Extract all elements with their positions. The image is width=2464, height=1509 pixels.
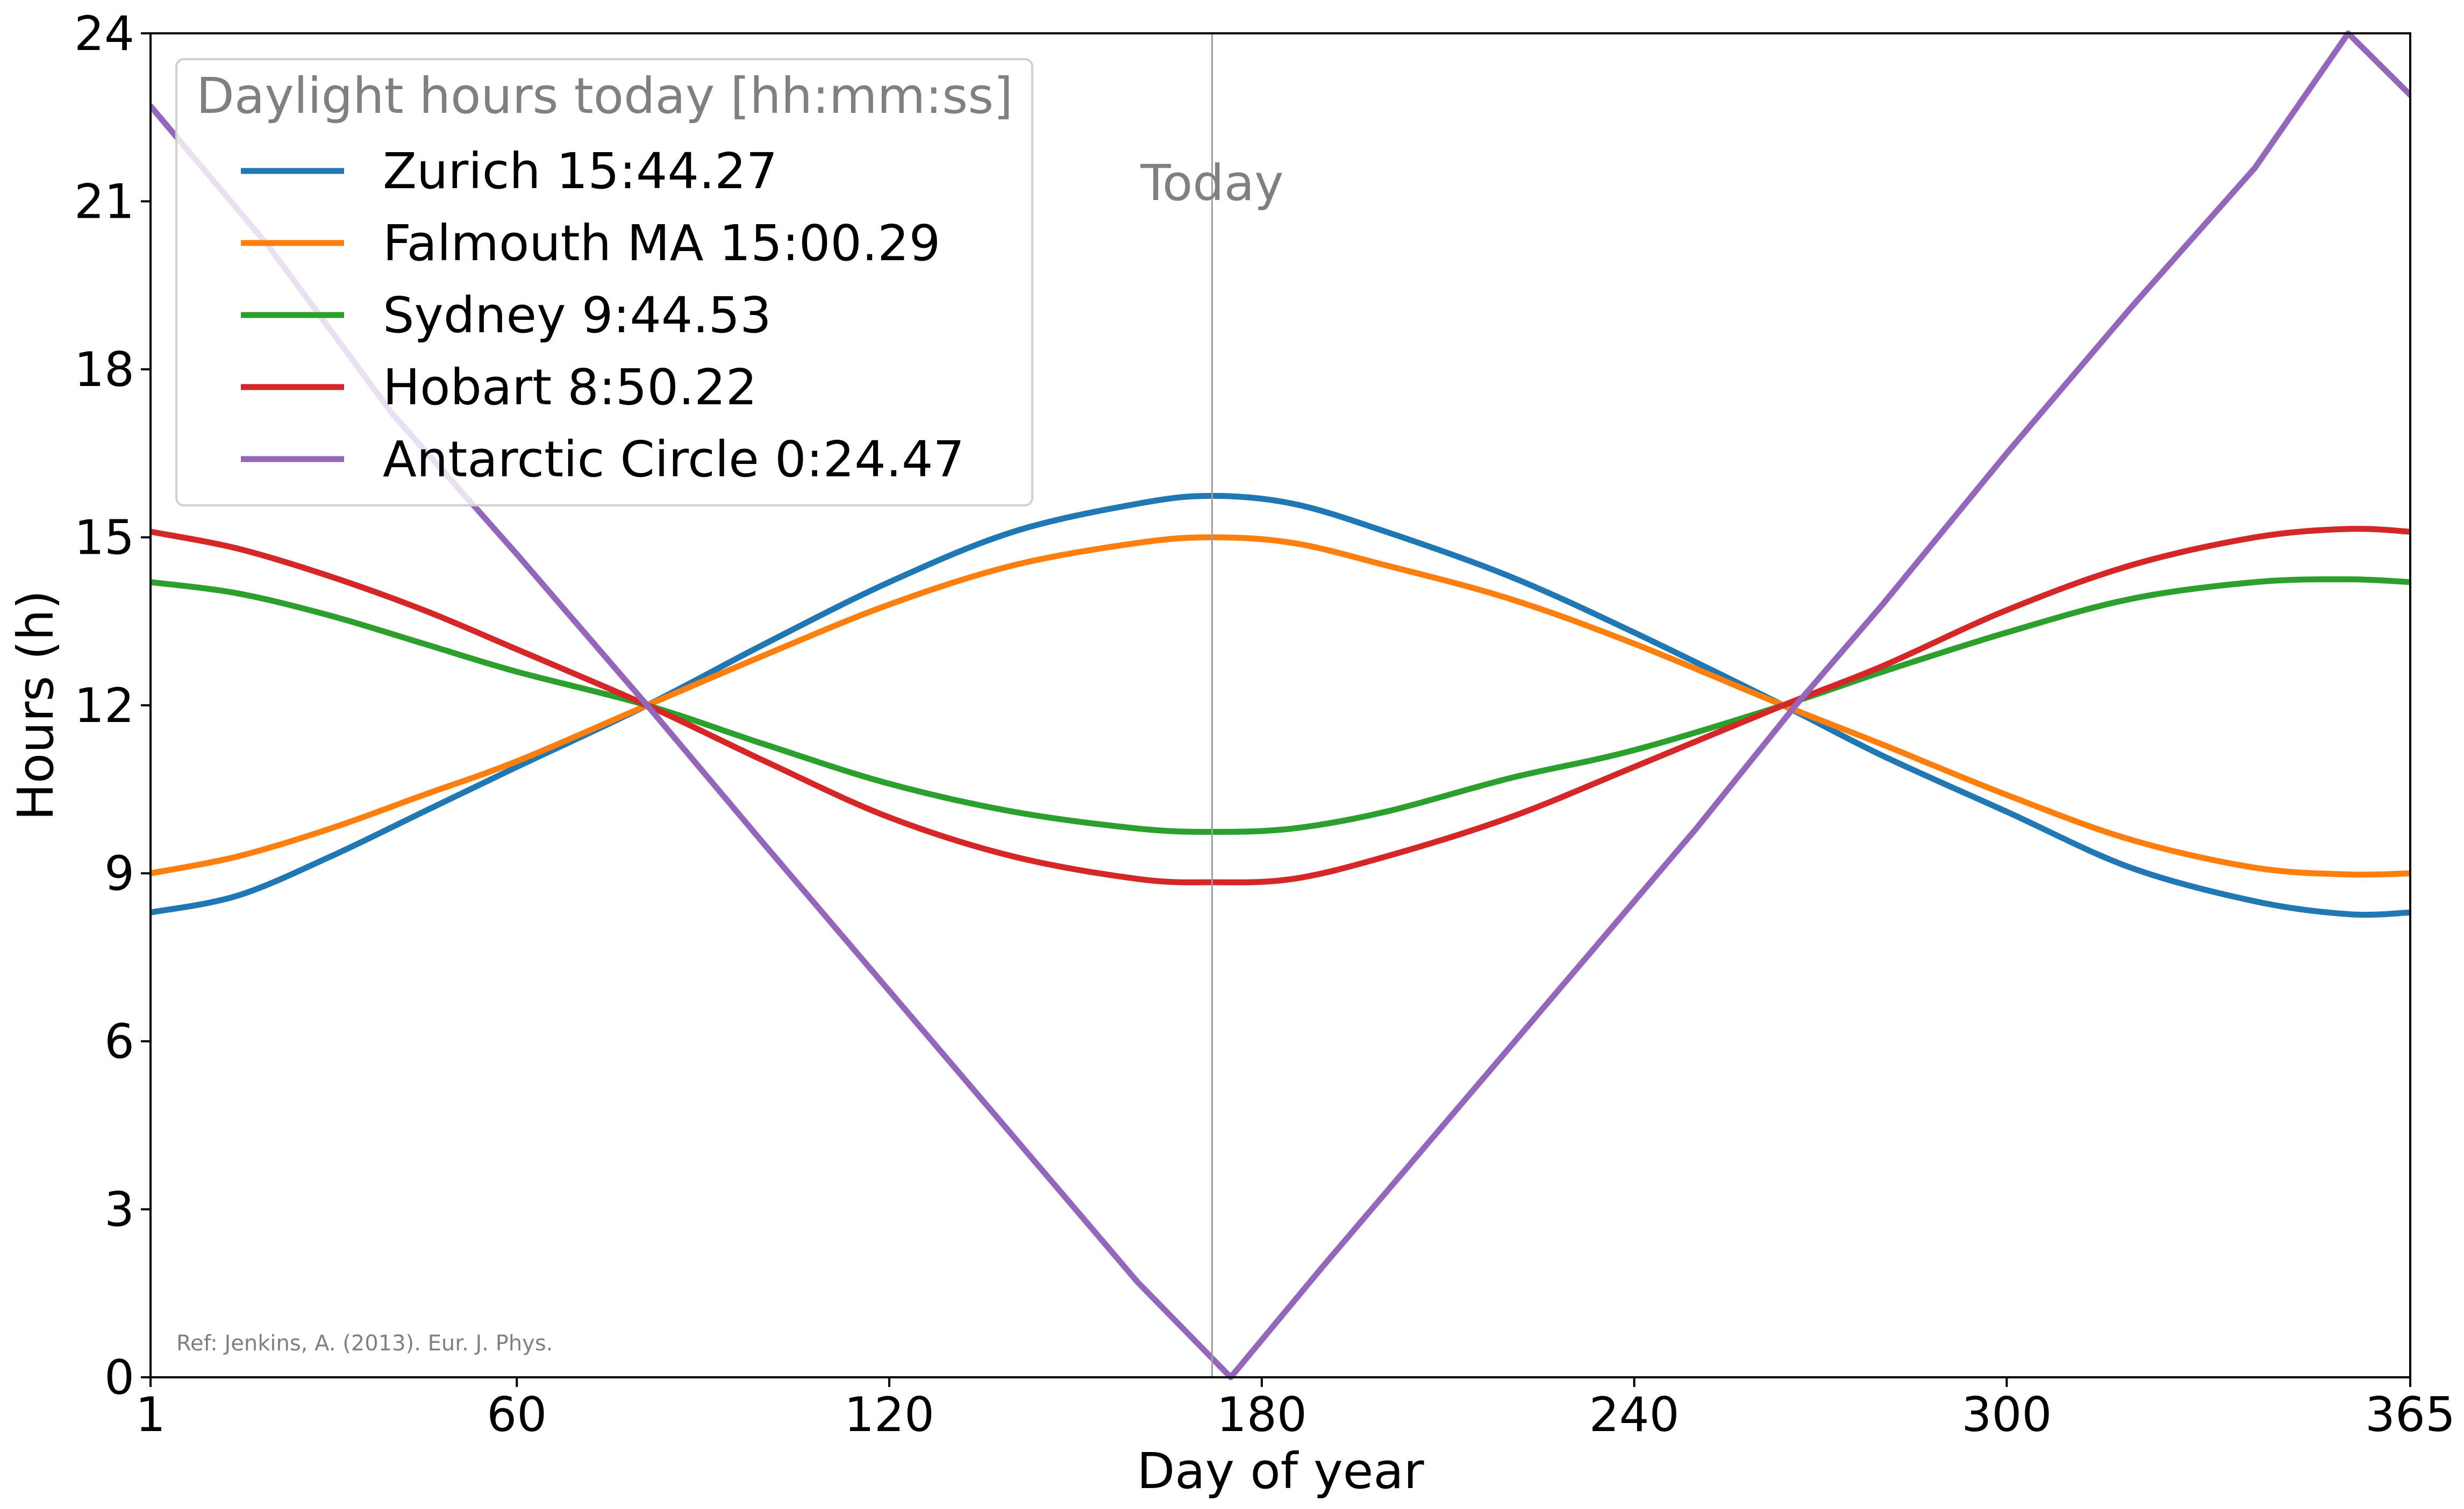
y-axis-ticks: 0 3 6 9 12 15 18 21 24 [74,6,151,1405]
x-tick-label: 240 [1589,1387,1680,1442]
x-tick-label: 180 [1217,1387,1307,1442]
y-tick-label: 15 [74,510,134,566]
x-tick-label: 60 [487,1387,547,1442]
legend-label-3: Sydney 9:44.53 [383,287,772,344]
y-tick-label: 6 [104,1014,134,1069]
series-line-1 [151,492,2410,918]
series-line-4 [151,526,2410,885]
y-tick-label: 24 [74,6,134,61]
y-tick-label: 3 [104,1182,134,1238]
legend-label-4: Hobart 8:50.22 [383,359,757,416]
series-line-5 [151,30,2410,1381]
legend-title: Daylight hours today [hh:mm:ss] [196,67,1013,125]
y-tick-label: 0 [104,1350,134,1405]
legend-items: Zurich 15:44.27 Falmouth MA 15:00.29 Sydne… [241,142,965,488]
legend-label-1: Zurich 15:44.27 [383,142,777,200]
series-line-2 [151,534,2410,878]
y-tick-label: 21 [74,174,134,230]
x-axis-ticks: 1 60 120 180 240 300 365 [135,1377,2455,1442]
legend-label-2: Falmouth MA 15:00.29 [383,214,940,272]
x-tick-label: 1 [135,1387,166,1442]
y-tick-label: 9 [104,846,134,902]
x-axis-label: Day of year [1137,1442,1424,1500]
x-tick-label: 120 [844,1387,934,1442]
series-layer [151,30,2410,1381]
x-tick-label: 300 [1961,1387,2052,1442]
today-label: Today [1140,154,1283,212]
y-axis-label: Hours (h) [7,590,65,821]
y-tick-label: 12 [74,678,134,733]
legend-label-5: Antarctic Circle 0:24.47 [383,431,965,488]
series-line-3 [151,576,2410,835]
y-tick-label: 18 [74,342,134,397]
plot-area: Today [149,30,2411,1381]
legend: Daylight hours today [hh:mm:ss] Zurich 1… [175,58,1033,506]
legend-box [175,58,1033,506]
reference-annotation: Ref: Jenkins, A. (2013). Eur. J. Phys. [176,1331,553,1356]
x-tick-label: 365 [2365,1387,2455,1442]
